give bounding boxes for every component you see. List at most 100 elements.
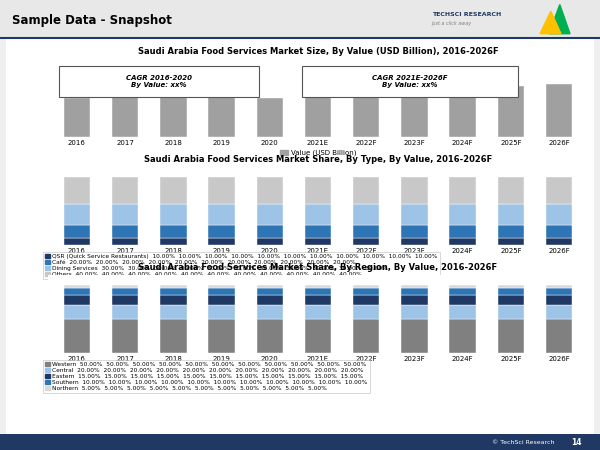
Bar [449, 319, 476, 353]
Bar [64, 98, 90, 137]
Bar [546, 295, 572, 305]
Bar [401, 288, 428, 295]
Bar [160, 225, 187, 239]
Text: TECHSCI RESEARCH: TECHSCI RESEARCH [432, 12, 501, 17]
Text: 14: 14 [571, 438, 582, 447]
Bar [401, 319, 428, 353]
Bar [208, 92, 235, 137]
Bar [546, 238, 572, 245]
Bar [449, 238, 476, 245]
Bar [64, 204, 90, 225]
Bar [257, 295, 283, 305]
Bar [305, 305, 331, 319]
Legend: Western  50.00%  50.00%  50.00%  50.00%  50.00%  50.00%  50.00%  50.00%  50.00% : Western 50.00% 50.00% 50.00% 50.00% 50.0… [43, 360, 370, 393]
Bar [160, 305, 187, 319]
Bar [546, 84, 572, 137]
Bar [497, 177, 524, 204]
Bar [353, 319, 379, 353]
Bar [305, 295, 331, 305]
Legend: QSR (Quick Service Restaurants)  10.00%  10.00%  10.00%  10.00%  10.00%  10.00% : QSR (Quick Service Restaurants) 10.00% 1… [43, 252, 440, 279]
Bar [497, 285, 524, 288]
Bar [112, 225, 139, 239]
Bar [401, 305, 428, 319]
Bar [497, 238, 524, 245]
Bar [160, 288, 187, 295]
Bar [449, 87, 476, 137]
Bar [305, 319, 331, 353]
Bar [257, 305, 283, 319]
Bar [497, 86, 524, 137]
Bar [546, 288, 572, 295]
Bar [497, 295, 524, 305]
Legend: Value (USD Billion): Value (USD Billion) [277, 147, 359, 159]
Bar [208, 285, 235, 288]
Bar [401, 295, 428, 305]
Bar [305, 225, 331, 239]
Bar [160, 177, 187, 204]
Bar [497, 288, 524, 295]
Bar [546, 204, 572, 225]
Bar [401, 285, 428, 288]
Bar [64, 305, 90, 319]
Bar [449, 177, 476, 204]
Bar [160, 285, 187, 288]
Bar [401, 177, 428, 204]
Bar [160, 295, 187, 305]
Bar [353, 177, 379, 204]
Bar [257, 177, 283, 204]
Bar [112, 238, 139, 245]
Bar [208, 177, 235, 204]
Bar [305, 177, 331, 204]
FancyBboxPatch shape [302, 66, 518, 97]
Text: CAGR 2016-2020
By Value: xx%: CAGR 2016-2020 By Value: xx% [126, 75, 192, 88]
Bar [353, 204, 379, 225]
Bar [449, 204, 476, 225]
Bar [449, 285, 476, 288]
Bar [208, 238, 235, 245]
Bar [449, 305, 476, 319]
Bar [64, 177, 90, 204]
Bar [64, 319, 90, 353]
Bar [112, 285, 139, 288]
Text: © TechSci Research: © TechSci Research [492, 440, 554, 445]
Bar [112, 305, 139, 319]
Bar [112, 288, 139, 295]
Bar [353, 288, 379, 295]
Bar [546, 305, 572, 319]
Bar [64, 288, 90, 295]
Bar [546, 285, 572, 288]
Bar [64, 225, 90, 239]
Bar [64, 285, 90, 288]
Bar [257, 319, 283, 353]
Bar [497, 305, 524, 319]
Text: Sample Data - Snapshot: Sample Data - Snapshot [12, 14, 172, 27]
Bar [112, 177, 139, 204]
Bar [257, 238, 283, 245]
Bar [257, 288, 283, 295]
Bar [353, 305, 379, 319]
Bar [449, 225, 476, 239]
Bar [112, 96, 139, 137]
Bar [305, 94, 331, 137]
Bar [353, 225, 379, 239]
Bar [160, 204, 187, 225]
Bar [546, 319, 572, 353]
Bar [208, 295, 235, 305]
Bar [449, 295, 476, 305]
Bar [64, 295, 90, 305]
Bar [257, 285, 283, 288]
Bar [497, 319, 524, 353]
Title: Saudi Arabia Food Services Market Size, By Value (USD Billion), 2016-2026F: Saudi Arabia Food Services Market Size, … [137, 47, 499, 56]
Bar [497, 204, 524, 225]
Bar [208, 225, 235, 239]
Bar [160, 319, 187, 353]
Title: Saudi Arabia Food Services Market Share, By Type, By Value, 2016-2026F: Saudi Arabia Food Services Market Share,… [144, 155, 492, 164]
Bar [401, 225, 428, 239]
FancyBboxPatch shape [59, 66, 259, 97]
Bar [353, 285, 379, 288]
Bar [112, 204, 139, 225]
Bar [257, 225, 283, 239]
Bar [305, 288, 331, 295]
Bar [208, 204, 235, 225]
Bar [305, 204, 331, 225]
